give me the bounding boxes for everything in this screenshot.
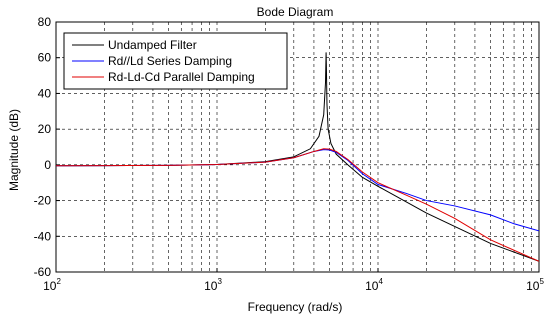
y-tick-label: 80 (38, 15, 52, 29)
y-tick-label: -60 (34, 265, 52, 279)
y-tick-label: 0 (44, 158, 51, 172)
legend: Undamped Filter Rd//Ld Series Damping Rd-L… (63, 32, 288, 90)
y-tick-label: 20 (38, 122, 52, 136)
grid (56, 22, 539, 272)
x-tick-label: 104 (365, 277, 383, 293)
ticks: -60 -40 -20 0 20 40 60 80 102 103 104 105 (34, 15, 544, 293)
y-tick-label: -40 (34, 229, 52, 243)
x-tick-label: 102 (43, 277, 61, 293)
chart-title: Bode Diagram (257, 5, 334, 19)
series-line-3 (56, 148, 539, 262)
x-tick-label: 103 (204, 277, 222, 293)
y-axis-label: Magnitude (dB) (7, 109, 21, 191)
legend-entry: Undamped Filter (108, 38, 197, 52)
y-tick-label: -20 (34, 194, 52, 208)
x-tick-label: 105 (526, 277, 544, 293)
curves (56, 52, 539, 262)
legend-entry: Rd//Ld Series Damping (108, 54, 232, 68)
y-tick-label: 60 (38, 51, 52, 65)
plot-area-border (55, 21, 540, 273)
x-axis-label: Frequency (rad/s) (248, 300, 343, 314)
y-tick-label: 40 (38, 86, 52, 100)
legend-entry: Rd-Ld-Cd Parallel Damping (108, 70, 255, 84)
